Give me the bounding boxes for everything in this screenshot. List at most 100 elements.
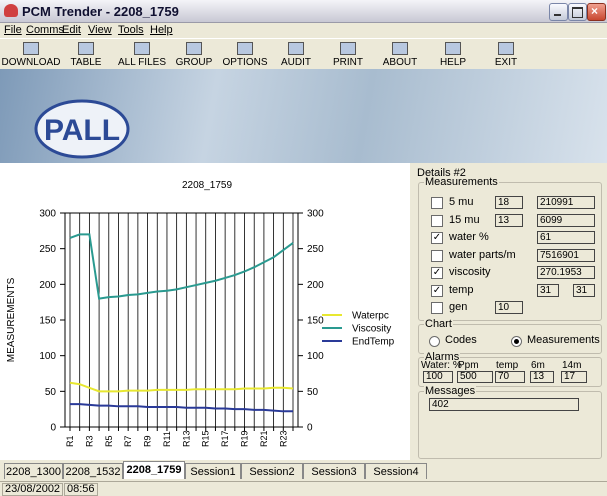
x-tick-label: R15 [201,430,211,447]
toolbar-button[interactable]: GROUP BY [168,39,220,69]
tab[interactable]: Session1 [185,463,241,479]
status-field: 23/08/2002 [2,483,63,496]
measurement-label: water % [449,231,489,243]
toolbar-button[interactable]: AUDIT [272,39,320,69]
checkbox[interactable] [431,250,443,262]
y-tick-label: 150 [39,316,56,327]
toolbar-icon [392,42,408,55]
y2-tick-label: 0 [307,423,313,434]
maximize-button[interactable] [568,3,587,21]
x-tick-label: R7 [123,435,133,447]
menu-item[interactable]: Tools [118,24,144,36]
status-field: 08:56 [64,483,98,496]
series-line [70,404,293,411]
tab[interactable]: Session3 [303,463,365,479]
x-tick-label: R11 [162,431,172,447]
toolbar-button[interactable]: EXIT [480,39,532,69]
toolbar-label: EXIT [480,57,532,68]
legend-label: Viscosity [352,324,391,335]
group-title: Chart [424,318,453,330]
y2-tick-label: 150 [307,316,324,327]
value-field: 18 [495,196,523,209]
banner-art: PALL [0,69,607,163]
x-tick-label: R3 [84,435,94,447]
value-field: 270.1953 [537,266,595,279]
toolbar-label: DOWNLOAD [0,57,62,68]
y2-tick-label: 250 [307,244,324,255]
tab[interactable]: 2208_1759 [123,461,185,479]
toolbar-button[interactable]: ALL FILES [114,39,170,69]
checkbox[interactable]: ✓ [431,267,443,279]
series-line [70,383,293,392]
messages-group: Messages 402 [418,391,602,459]
toolbar-icon [78,42,94,55]
radio-dot [514,339,519,344]
tab[interactable]: Session4 [365,463,427,479]
value-field: 31 [573,284,595,297]
radio-button[interactable] [429,336,440,347]
toolbar-icon [340,42,356,55]
alarm-header: 6m [531,360,545,371]
y-axis-label: MEASUREMENTS [6,277,17,362]
checkbox[interactable]: ✓ [431,232,443,244]
value-field: 7516901 [537,249,595,262]
menu-item[interactable]: Help [150,24,173,36]
alarm-field: 13 [530,371,554,383]
checkbox[interactable]: ✓ [431,285,443,297]
measurement-label: temp [449,284,473,296]
alarm-header: 14m [562,360,581,371]
measurement-label: viscosity [449,266,491,278]
toolbar-button[interactable]: OPTIONS [220,39,270,69]
alarm-field: 100 [423,371,453,383]
toolbar-label: AUDIT [272,57,320,68]
checkbox[interactable] [431,197,443,209]
toolbar-button[interactable]: TABLE [66,39,106,69]
x-tick-label: R1 [65,435,75,447]
toolbar-icon [237,42,253,55]
value-field: 6099 [537,214,595,227]
toolbar-icon [288,42,304,55]
value-field: 13 [495,214,523,227]
group-title: Measurements [424,176,499,188]
x-tick-label: R23 [278,430,288,447]
menu-item[interactable]: File [4,24,22,36]
toolbar-button[interactable]: DOWNLOAD [0,39,62,69]
legend-label: EndTemp [352,337,395,348]
x-tick-label: R21 [259,430,269,447]
x-tick-label: R5 [104,435,114,447]
y-tick-label: 50 [45,387,57,398]
alarm-field: 70 [495,371,525,383]
logo-text: PALL [44,114,120,147]
toolbar-button[interactable]: ABOUT [376,39,424,69]
menu-item[interactable]: Comms [26,24,64,36]
toolbar-button[interactable]: PRINT [320,39,376,69]
toolbar-label: OPTIONS [220,57,270,68]
checkbox[interactable] [431,302,443,314]
measurement-label: 5 mu [449,196,473,208]
chart: 2208_1759MEASUREMENTS0501001502002503000… [0,163,410,460]
radio-button[interactable] [511,336,522,347]
close-button[interactable]: × [587,3,606,21]
checkbox[interactable] [431,215,443,227]
message-field: 402 [429,398,579,411]
radio-label: Codes [445,334,477,346]
toolbar-icon [186,42,202,55]
toolbar-button[interactable]: HELP [426,39,480,69]
toolbar-label: ABOUT [376,57,424,68]
menu-item[interactable]: Edit [62,24,81,36]
y-tick-label: 100 [39,351,56,362]
measurement-label: gen [449,301,467,313]
app-window: PCM Trender - 2208_1759 × FileCommsEditV… [0,0,607,494]
tab[interactable]: Session2 [241,463,303,479]
x-tick-label: R19 [240,430,250,447]
x-tick-label: R17 [220,430,230,447]
toolbar-icon [23,42,39,55]
tab[interactable]: 2208_1532 [63,463,123,479]
menu-item[interactable]: View [88,24,112,36]
tab[interactable]: 2208_1300 [4,463,63,479]
toolbar-label: ALL FILES [114,57,170,68]
minimize-button[interactable] [549,3,568,21]
plot-frame [65,213,298,427]
